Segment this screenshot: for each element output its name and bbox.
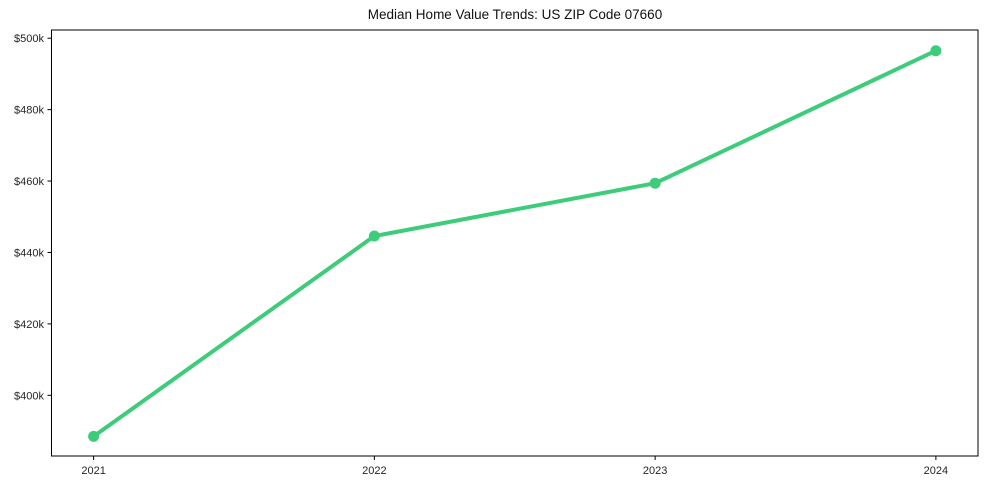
- y-tick-label: $500k: [14, 33, 44, 45]
- plot-border: [51, 29, 979, 457]
- x-tick-label: 2021: [81, 465, 105, 477]
- y-tick-label: $480k: [14, 105, 44, 117]
- y-tick-label: $400k: [14, 390, 44, 402]
- y-tick-label: $420k: [14, 319, 44, 331]
- data-point-marker: [930, 45, 942, 57]
- y-tick-label: $460k: [14, 176, 44, 188]
- data-point-marker: [649, 177, 661, 189]
- chart-title: Median Home Value Trends: US ZIP Code 07…: [367, 7, 663, 22]
- data-point-marker: [368, 230, 380, 242]
- x-tick-label: 2024: [924, 465, 948, 477]
- x-tick-label: 2022: [362, 465, 386, 477]
- x-tick-label: 2023: [643, 465, 667, 477]
- data-point-marker: [88, 430, 100, 442]
- y-tick-label: $440k: [14, 247, 44, 259]
- trend-line: [91, 48, 938, 439]
